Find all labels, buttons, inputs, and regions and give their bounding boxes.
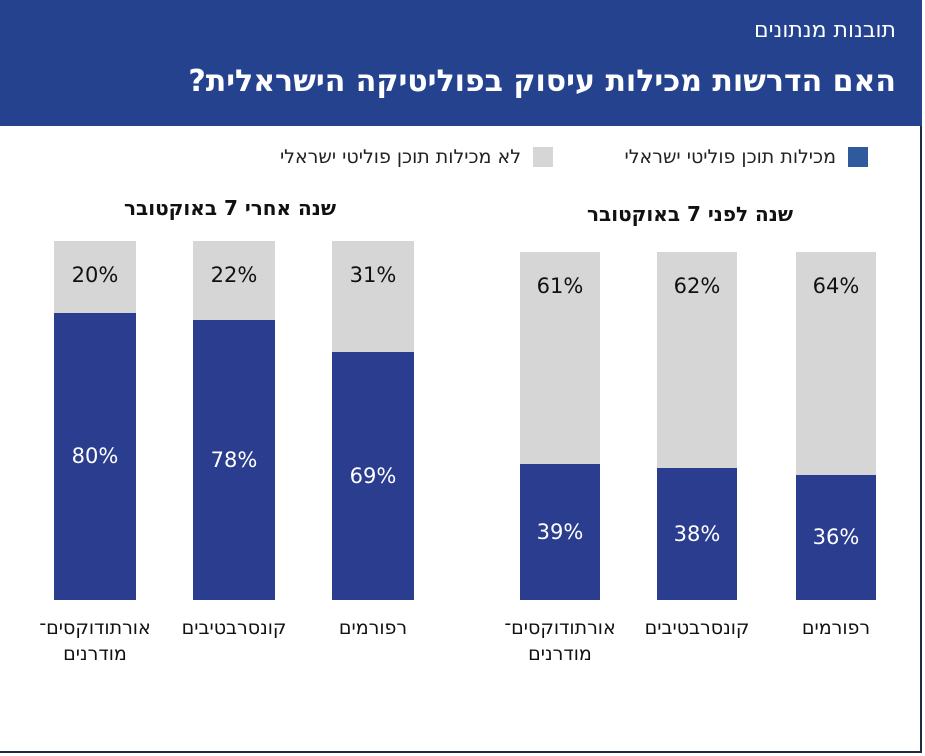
legend-swatch-not-contains [533, 147, 553, 167]
legend-swatch-contains [848, 147, 868, 167]
data-label: 64% [812, 274, 860, 298]
category-label: אורתודוקסים־ מודרנים [504, 617, 616, 665]
bar-segment-not-contains [54, 241, 136, 313]
category-label: קונסרבטיבים [181, 617, 287, 639]
data-label: 36% [812, 525, 860, 550]
bar-segment-contains [193, 319, 275, 600]
data-label: 31% [349, 263, 397, 287]
page-title: האם הדרשות מכילות עיסוק בפוליטיקה הישראל… [188, 64, 896, 99]
legend-label-contains: מכילות תוכן פוליטי ישראלי [624, 146, 836, 168]
data-label: 20% [71, 263, 119, 287]
data-label: 80% [71, 444, 119, 469]
data-label: 69% [349, 464, 397, 489]
data-label: 61% [536, 274, 584, 298]
panel-title: שנה לפני 7 באוקטובר [586, 202, 794, 226]
bar-segment-not-contains [520, 252, 600, 465]
bar-segment-contains [657, 467, 737, 600]
header-banner: תובנות מנתונים האם הדרשות מכילות עיסוק ב… [0, 0, 922, 126]
bar-segment-contains [332, 352, 414, 600]
data-label: 78% [210, 447, 258, 472]
bar-segment-contains [796, 474, 876, 600]
kicker-text: תובנות מנתונים [754, 18, 896, 43]
legend-item-not-contains: לא מכילות תוכן פוליטי ישראלי [280, 145, 553, 169]
legend-label-not-contains: לא מכילות תוכן פוליטי ישראלי [279, 146, 521, 168]
category-label: אורתודוקסים־ מודרנים [39, 617, 151, 665]
bar-segment-not-contains [193, 241, 275, 320]
category-label: קונסרבטיבים [644, 617, 750, 639]
data-label: 22% [210, 263, 258, 287]
data-label: 62% [673, 274, 721, 298]
category-label: רפורמים [801, 617, 871, 639]
data-label: 39% [536, 520, 584, 545]
data-label: 38% [673, 521, 721, 546]
bar-segment-not-contains [657, 252, 737, 468]
bar-segment-contains [54, 312, 136, 600]
bar-segment-not-contains [332, 241, 414, 353]
legend-item-contains: מכילות תוכן פוליטי ישראלי [624, 145, 868, 169]
bar-segment-not-contains [796, 252, 876, 475]
panel-title: שנה אחרי 7 באוקטובר [123, 196, 337, 220]
bar-segment-contains [520, 464, 600, 600]
category-label: רפורמים [338, 617, 408, 639]
